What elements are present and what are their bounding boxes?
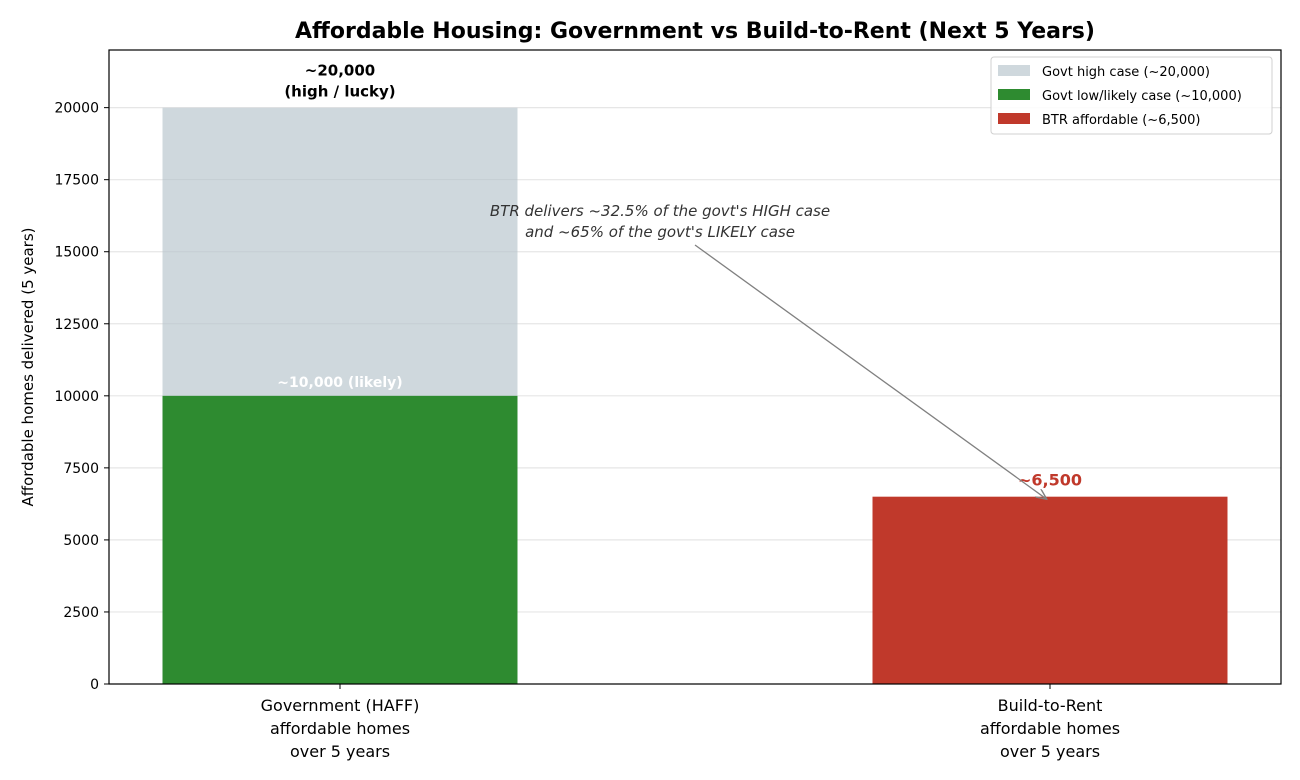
y-tick-label: 15000 <box>54 245 99 261</box>
legend-swatch <box>998 89 1030 100</box>
annotation-text: and ~65% of the govt's LIKELY case <box>525 223 795 241</box>
data-labels: ~20,000 (high / lucky) ~10,000 (likely) ~6,… <box>277 62 1082 490</box>
plot-frame <box>108 49 1282 685</box>
x-category-label: affordable homes <box>980 719 1120 738</box>
legend-entry: Govt high case (~20,000) <box>1042 65 1210 80</box>
y-tick-label: 10000 <box>54 389 99 405</box>
y-tick-label: 2500 <box>63 605 99 621</box>
y-tick-label: 7500 <box>63 461 99 477</box>
label-govt-high-note: (high / lucky) <box>284 83 395 101</box>
legend-entry: BTR affordable (~6,500) <box>1042 113 1200 128</box>
y-tick-label: 17500 <box>54 173 99 189</box>
chart-title: Affordable Housing: Government vs Build-… <box>295 19 1095 44</box>
x-category-label: over 5 years <box>1000 742 1100 761</box>
label-btr: ~6,500 <box>1018 471 1082 490</box>
legend-swatch <box>998 65 1030 76</box>
annotation-arrow <box>694 244 1046 499</box>
label-govt-likely: ~10,000 (likely) <box>277 375 402 391</box>
legend-swatch <box>998 113 1030 124</box>
legend: Govt high case (~20,000) Govt low/likely … <box>990 56 1273 135</box>
label-govt-high: ~20,000 <box>305 62 375 80</box>
bar-govt-likely <box>162 395 518 684</box>
bars <box>162 107 1228 685</box>
legend-entry: Govt low/likely case (~10,000) <box>1042 89 1242 104</box>
annotation: BTR delivers ~32.5% of the govt's HIGH c… <box>490 202 1046 499</box>
axes: 0 2500 5000 7500 10000 12500 15000 17500 20000 Go… <box>19 49 1282 761</box>
legend-box <box>990 56 1273 135</box>
y-axis-label: Affordable homes delivered (5 years) <box>19 227 37 506</box>
x-category-label: affordable homes <box>270 719 410 738</box>
y-tick-label: 0 <box>90 677 99 693</box>
y-tick-label: 5000 <box>63 533 99 549</box>
bar-btr <box>872 496 1228 684</box>
annotation-text: BTR delivers ~32.5% of the govt's HIGH c… <box>490 202 830 220</box>
x-category-label: over 5 years <box>290 742 390 761</box>
y-tick-label: 12500 <box>54 317 99 333</box>
x-category-label: Build-to-Rent <box>998 696 1103 715</box>
y-tick-label: 20000 <box>54 101 99 117</box>
x-category-label: Government (HAFF) <box>261 696 420 715</box>
